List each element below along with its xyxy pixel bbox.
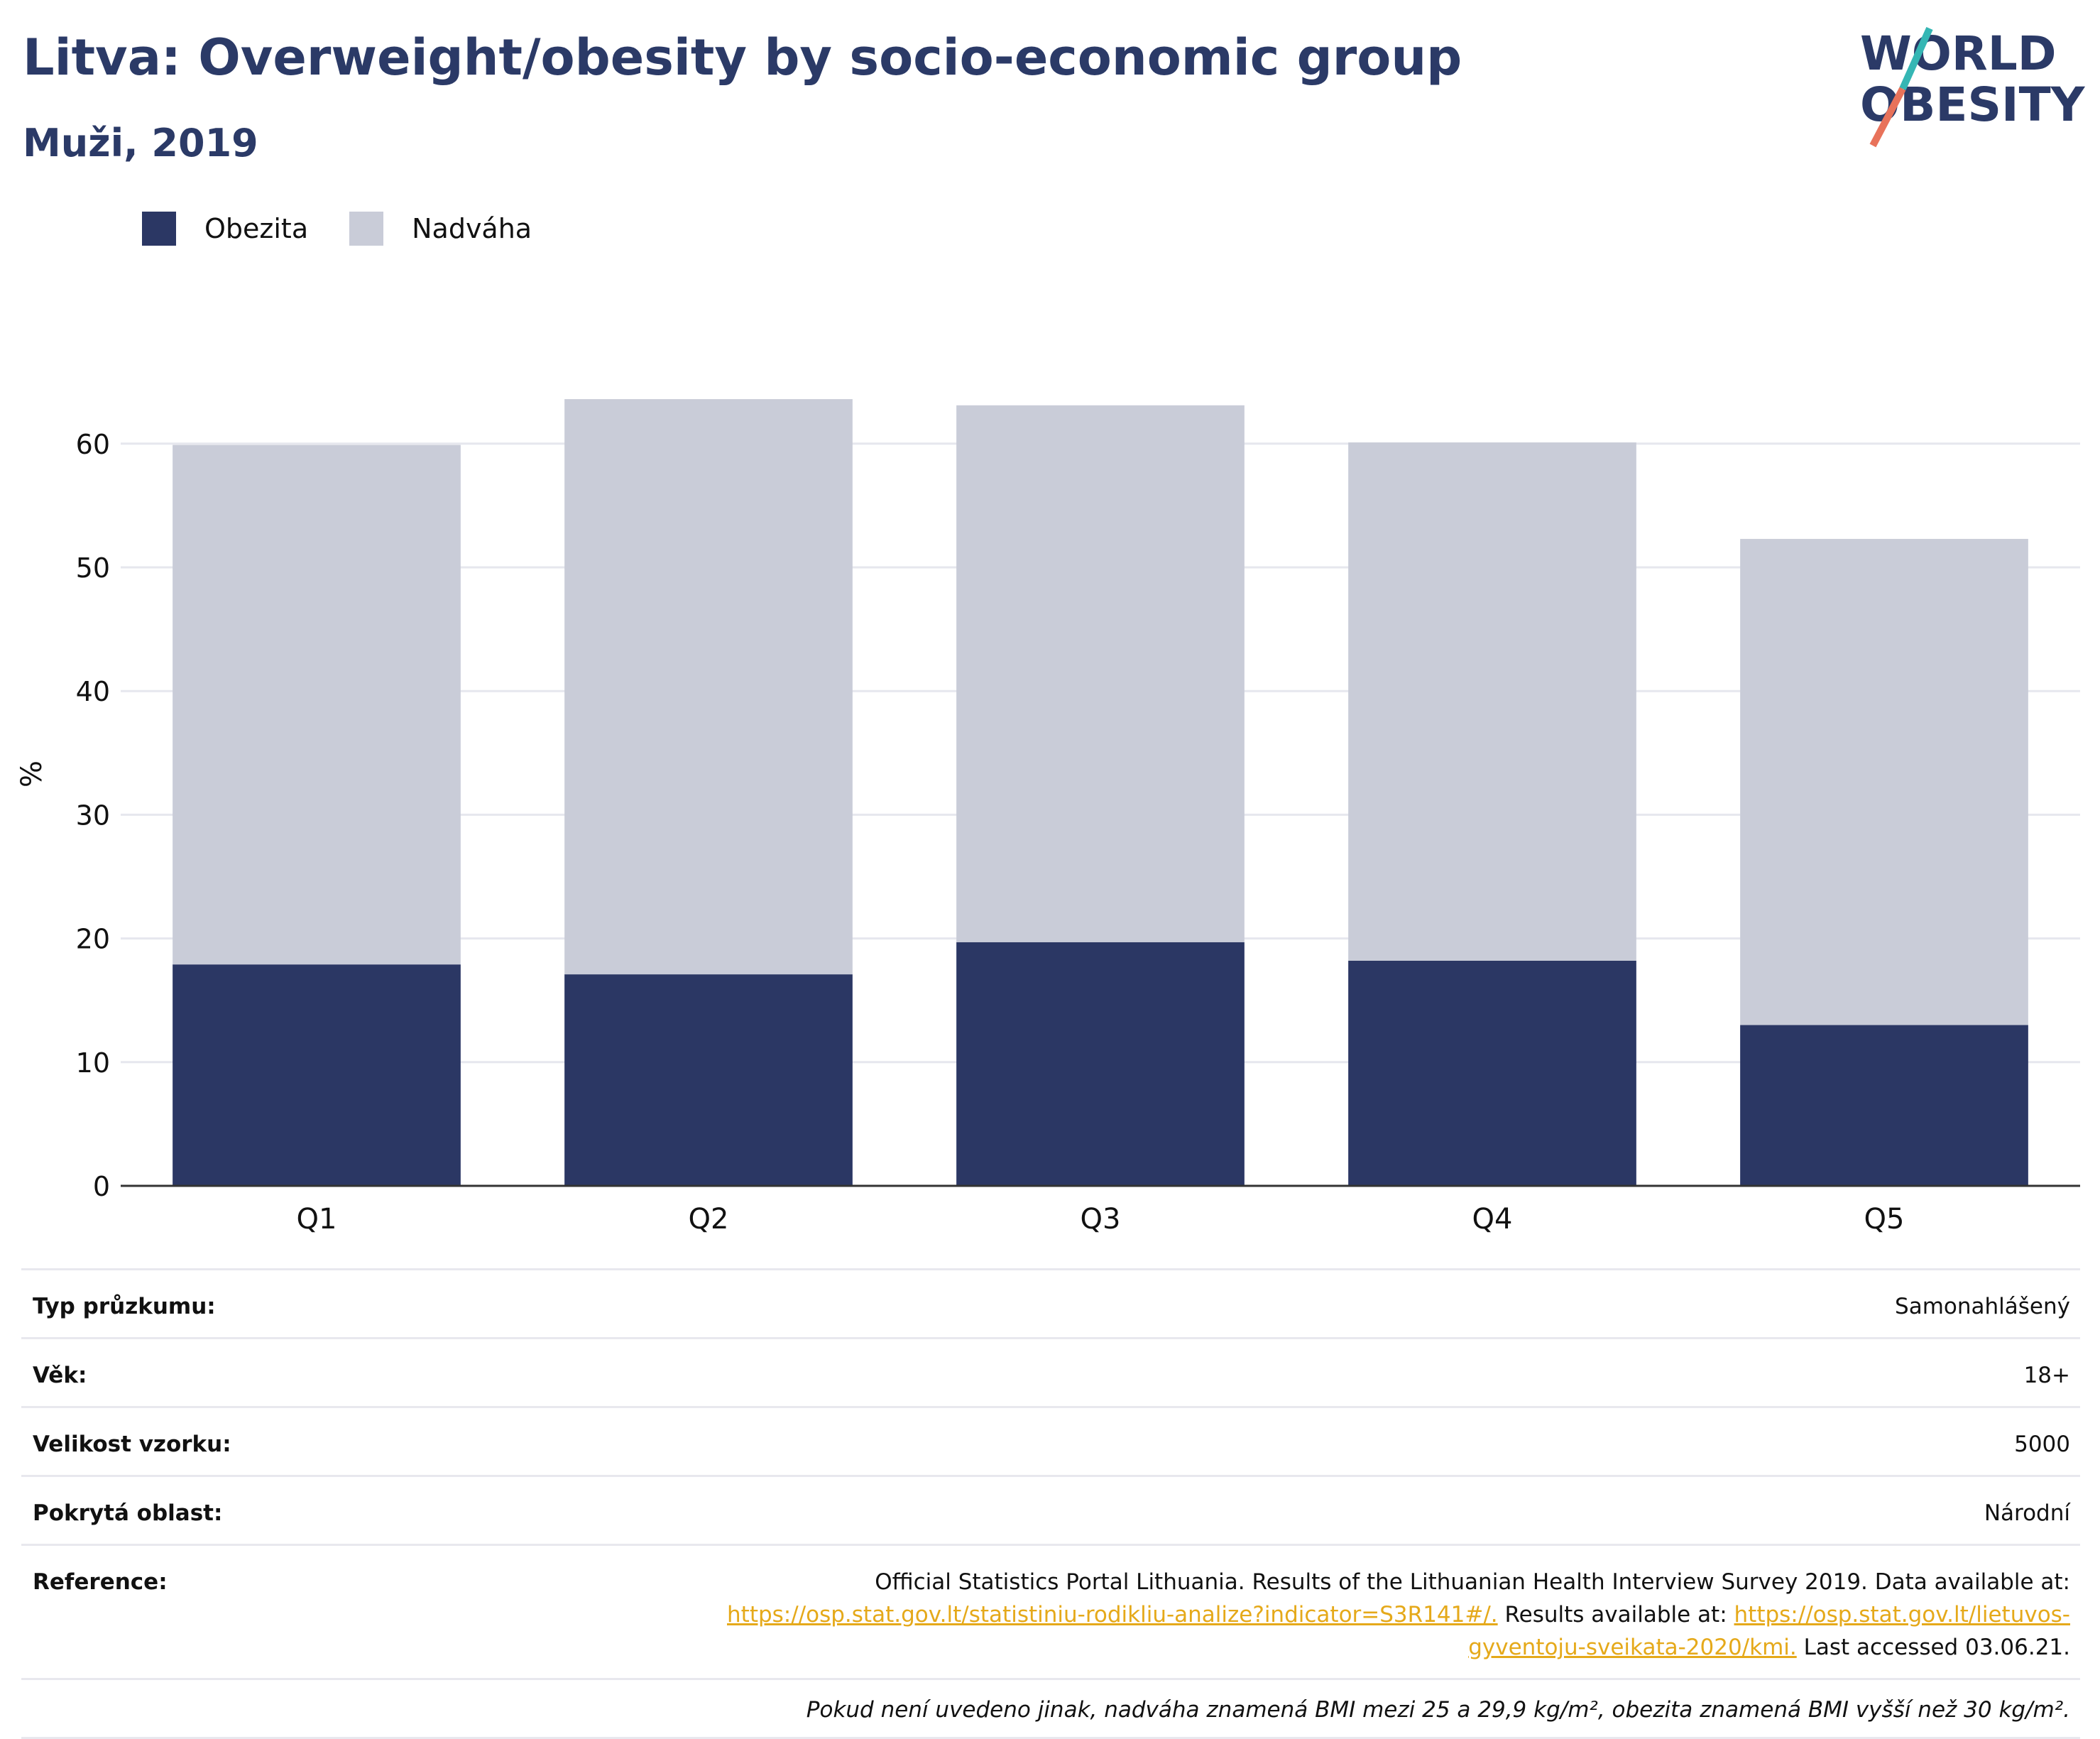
- info-row-reference: Reference: Official Statistics Portal Li…: [21, 1544, 2080, 1678]
- info-row-age: Věk: 18+: [21, 1337, 2080, 1406]
- reference-text-3: Last accessed 03.06.21.: [1796, 1635, 2070, 1660]
- chart-subtitle: Muži, 2019: [23, 121, 258, 165]
- legend-item-nadvaha[interactable]: Nadváha: [349, 212, 532, 246]
- info-row-sample-size: Velikost vzorku: 5000: [21, 1406, 2080, 1475]
- bar-q3-obezita: [956, 942, 1245, 1186]
- y-tick-60: 60: [76, 429, 110, 460]
- age-value: 18+: [2023, 1363, 2070, 1388]
- sample-size-value: 5000: [2014, 1432, 2070, 1457]
- y-axis-label: %: [16, 761, 48, 787]
- x-tick-q2: Q2: [689, 1203, 729, 1236]
- y-tick-labels: 0 10 20 30 40 50 60: [76, 429, 110, 1202]
- reference-text-1: Official Statistics Portal Lithuania. Re…: [875, 1569, 2070, 1595]
- svg-text:WORLD: WORLD: [1860, 26, 2057, 81]
- x-tick-q3: Q3: [1081, 1203, 1121, 1236]
- y-tick-50: 50: [76, 552, 110, 584]
- chart-legend: Obezita Nadváha: [142, 212, 573, 246]
- bar-q3-nadvaha: [956, 405, 1245, 942]
- reference-link-1[interactable]: https://osp.stat.gov.lt/statistiniu-rodi…: [727, 1602, 1498, 1628]
- bar-q2-obezita: [564, 974, 853, 1186]
- y-tick-20: 20: [76, 924, 110, 955]
- sample-size-label: Velikost vzorku:: [33, 1432, 231, 1457]
- area-label: Pokrytá oblast:: [33, 1500, 223, 1526]
- chart-title: Litva: Overweight/obesity by socio-econo…: [23, 28, 1462, 87]
- bar-q1-obezita: [173, 964, 461, 1186]
- age-label: Věk:: [33, 1363, 87, 1388]
- bar-chart: 0 10 20 30 40 50 60 Q1 Q2 Q3 Q4 Q5 %: [16, 399, 2080, 1236]
- bmi-definition-note: Pokud není uvedeno jinak, nadváha znamen…: [21, 1678, 2080, 1739]
- y-tick-0: 0: [93, 1171, 110, 1202]
- bar-q5-obezita: [1740, 1025, 2028, 1186]
- reference-text-2: Results available at:: [1497, 1602, 1734, 1628]
- legend-swatch-obezita: [142, 212, 176, 246]
- reference-link-2[interactable]: https://osp.stat.gov.lt/lietuvos-gyvento…: [1468, 1602, 2070, 1660]
- legend-swatch-nadvaha: [349, 212, 384, 246]
- y-tick-10: 10: [76, 1047, 110, 1079]
- x-tick-q5: Q5: [1864, 1203, 1905, 1236]
- x-tick-labels: Q1 Q2 Q3 Q4 Q5: [297, 1203, 1905, 1236]
- legend-item-obezita[interactable]: Obezita: [142, 212, 308, 246]
- y-tick-30: 30: [76, 800, 110, 831]
- survey-type-value: Samonahlášený: [1895, 1294, 2070, 1319]
- x-tick-q1: Q1: [297, 1203, 337, 1236]
- survey-info-table: Typ průzkumu: Samonahlášený Věk: 18+ Vel…: [21, 1268, 2080, 1739]
- bar-q1-nadvaha: [173, 445, 461, 965]
- bar-q4-obezita: [1348, 960, 1636, 1186]
- bar-q2-nadvaha: [564, 399, 853, 975]
- x-tick-q4: Q4: [1472, 1203, 1513, 1236]
- legend-label-nadvaha: Nadváha: [412, 213, 532, 244]
- legend-label-obezita: Obezita: [204, 213, 309, 244]
- world-obesity-logo: WORLD OBESITY: [1860, 26, 2086, 148]
- bars: [173, 399, 2028, 1186]
- y-tick-40: 40: [76, 676, 110, 707]
- survey-type-label: Typ průzkumu:: [33, 1294, 216, 1319]
- info-row-survey-type: Typ průzkumu: Samonahlášený: [21, 1268, 2080, 1337]
- info-row-area: Pokrytá oblast: Národní: [21, 1475, 2080, 1544]
- bar-q5-nadvaha: [1740, 538, 2028, 1025]
- reference-label: Reference:: [33, 1569, 168, 1595]
- reference-value: Official Statistics Portal Lithuania. Re…: [615, 1566, 2070, 1664]
- bar-q4-nadvaha: [1348, 442, 1636, 961]
- area-value: Národní: [1984, 1500, 2070, 1526]
